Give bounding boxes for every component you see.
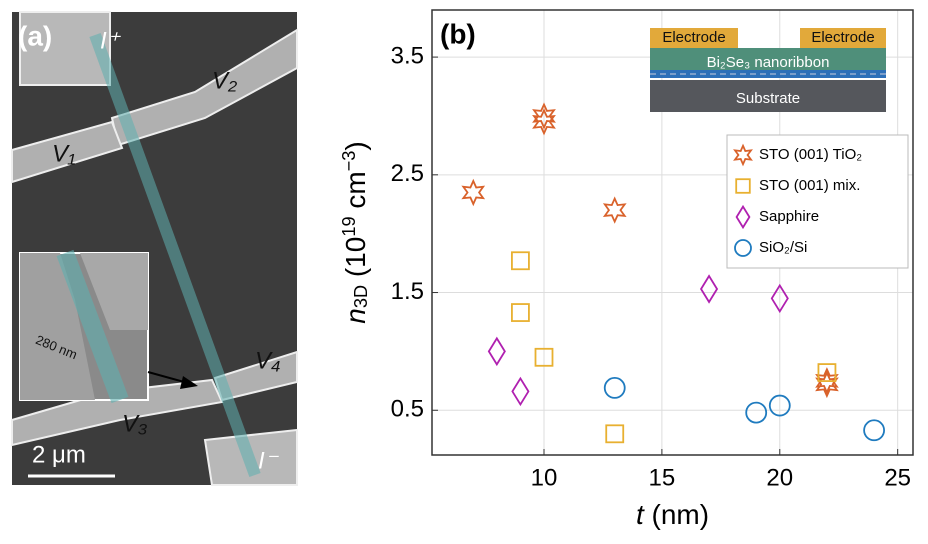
inset-label: Substrate (736, 90, 800, 107)
legend-marker (735, 178, 751, 194)
legend-marker (735, 204, 751, 230)
y-tick-label: 2.5 (391, 160, 424, 187)
marker (745, 401, 768, 424)
label-part: t (636, 499, 645, 530)
marker (699, 274, 719, 304)
electrode-label: I⁻ (258, 447, 280, 474)
y-tick-label: 0.5 (391, 396, 424, 423)
plot-frame (431, 9, 914, 456)
inset-schematic: Electrode Electrode Bi₂Se₃ nanoribbon Su… (650, 28, 886, 112)
marker (511, 303, 530, 322)
label-part: 19 (339, 216, 359, 236)
marker (461, 178, 486, 207)
marker (602, 196, 627, 224)
marker (863, 419, 885, 442)
plot: 10 15 20 25 0.5 1.5 2.5 3.5 (b) t (nm) n3D (1019 c… (339, 9, 914, 530)
legend-label: Sapphire (759, 208, 819, 225)
marker (605, 424, 625, 444)
legend-label: STO (001) TiO₂ (759, 146, 862, 163)
electrode-label: V₄ (255, 347, 281, 374)
marker (770, 283, 789, 314)
marker (532, 108, 556, 136)
panel-label: (a) (18, 20, 52, 51)
marker (532, 102, 556, 130)
x-tick-label: 15 (649, 464, 676, 491)
marker (487, 336, 506, 367)
inset-label: Electrode (662, 29, 725, 46)
legend-box (726, 134, 909, 269)
marker (768, 394, 791, 417)
panel-label: (b) (440, 18, 476, 49)
label-part: (10 (340, 237, 371, 285)
label-part: 3D (351, 285, 371, 308)
marker (603, 376, 626, 399)
electrode-label: I⁺ (100, 27, 122, 54)
legend-label: STO (001) mix. (759, 177, 860, 194)
x-tick-label: 10 (531, 464, 558, 491)
marker (817, 363, 837, 382)
label-part: −3 (339, 151, 359, 172)
label-part: (nm) (644, 499, 709, 530)
x-axis-label: t (nm) (636, 499, 709, 530)
sem-image: (a) I⁺ V₂ V₁ V₄ V₃ I⁻ 280 nm 2 μm (11, 11, 298, 486)
marker (511, 376, 530, 407)
electrode-label: V₂ (212, 67, 237, 94)
label-part: ) (340, 141, 371, 150)
inset-label: Bi₂Se₃ nanoribbon (707, 54, 830, 71)
marker (534, 347, 554, 367)
x-tick-label: 20 (766, 464, 793, 491)
legend-marker (734, 239, 752, 257)
electrode-label: V₃ (122, 410, 148, 437)
electrode-label: V₁ (52, 140, 76, 167)
label-part: cm (340, 171, 371, 216)
y-tick-label: 3.5 (391, 42, 424, 69)
x-tick-label: 25 (884, 464, 911, 491)
marker (815, 370, 839, 399)
y-tick-label: 1.5 (391, 278, 424, 305)
marker (511, 251, 530, 271)
label-part: n (340, 308, 371, 324)
legend-label: SiO₂/Si (759, 239, 807, 256)
y-axis-label: n3D (1019 cm−3) (339, 141, 372, 324)
legend-marker (733, 143, 753, 167)
scale-bar-label: 2 μm (32, 441, 86, 468)
marker (815, 367, 839, 395)
inset-label: Electrode (811, 29, 874, 46)
